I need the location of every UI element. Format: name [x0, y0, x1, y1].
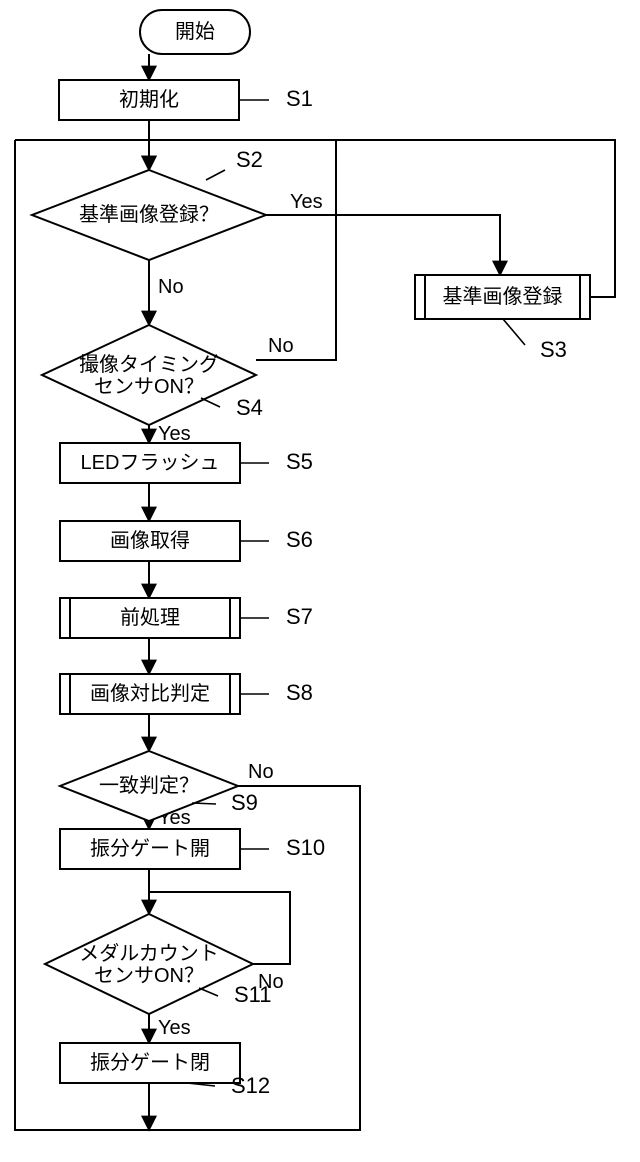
edge-label: No: [248, 761, 274, 783]
node-s7: 前処理: [60, 598, 240, 638]
step-lead: [201, 398, 220, 407]
svg-text:開始: 開始: [175, 20, 215, 43]
node-s2: 基準画像登録？: [32, 170, 266, 260]
node-start: 開始: [140, 10, 250, 54]
node-s1: 初期化: [59, 80, 239, 120]
svg-text:LEDフラッシュ: LEDフラッシュ: [81, 452, 220, 474]
svg-text:前処理: 前処理: [120, 606, 180, 629]
edge: [15, 140, 149, 170]
node-s3: 基準画像登録: [415, 275, 590, 319]
edge: [256, 140, 336, 360]
node-s6: 画像取得: [60, 521, 240, 561]
node-s8: 画像対比判定: [60, 674, 240, 714]
step-lead: [206, 170, 225, 180]
svg-text:基準画像登録？: 基準画像登録？: [79, 203, 219, 226]
step-label: S6: [286, 527, 313, 552]
step-label: S3: [540, 337, 567, 362]
node-s11: メダルカウントセンサON？: [45, 914, 253, 1014]
edge-label: Yes: [158, 423, 191, 445]
step-label: S9: [231, 790, 258, 815]
edge-label: Yes: [290, 191, 323, 213]
svg-text:基準画像登録: 基準画像登録: [443, 285, 563, 308]
flowchart: NoYesYesNoYesNoNoYes開始初期化基準画像登録？基準画像登録撮像…: [0, 0, 640, 1162]
node-s10: 振分ゲート開: [60, 829, 240, 869]
node-s12: 振分ゲート閉: [60, 1043, 240, 1083]
step-label: S5: [286, 449, 313, 474]
step-label: S10: [286, 835, 325, 860]
svg-text:一致判定？: 一致判定？: [99, 774, 199, 797]
step-label: S2: [236, 147, 263, 172]
svg-text:振分ゲート閉: 振分ゲート閉: [90, 1051, 210, 1074]
step-label: S8: [286, 680, 313, 705]
svg-text:画像対比判定: 画像対比判定: [90, 682, 210, 705]
svg-text:センサON？: センサON？: [94, 965, 204, 987]
svg-text:センサON？: センサON？: [94, 376, 204, 398]
step-lead: [192, 803, 216, 804]
svg-text:初期化: 初期化: [119, 88, 179, 111]
step-lead: [503, 319, 525, 345]
node-s5: LEDフラッシュ: [60, 443, 240, 483]
edge-label: No: [158, 276, 184, 298]
step-label: S1: [286, 86, 313, 111]
edge-label: Yes: [158, 1017, 191, 1039]
svg-text:メダルカウント: メダルカウント: [79, 942, 218, 965]
svg-text:撮像タイミング: 撮像タイミング: [79, 353, 219, 376]
svg-text:画像取得: 画像取得: [110, 529, 190, 552]
step-lead: [199, 988, 218, 996]
step-label: S11: [234, 982, 272, 1007]
step-label: S4: [236, 395, 263, 420]
edge: [266, 215, 500, 275]
node-s9: 一致判定？: [60, 751, 238, 821]
step-label: S12: [231, 1073, 270, 1098]
node-s4: 撮像タイミングセンサON？: [42, 325, 256, 425]
step-label: S7: [286, 604, 313, 629]
edge-label: No: [268, 335, 294, 357]
svg-text:振分ゲート開: 振分ゲート開: [90, 837, 210, 860]
